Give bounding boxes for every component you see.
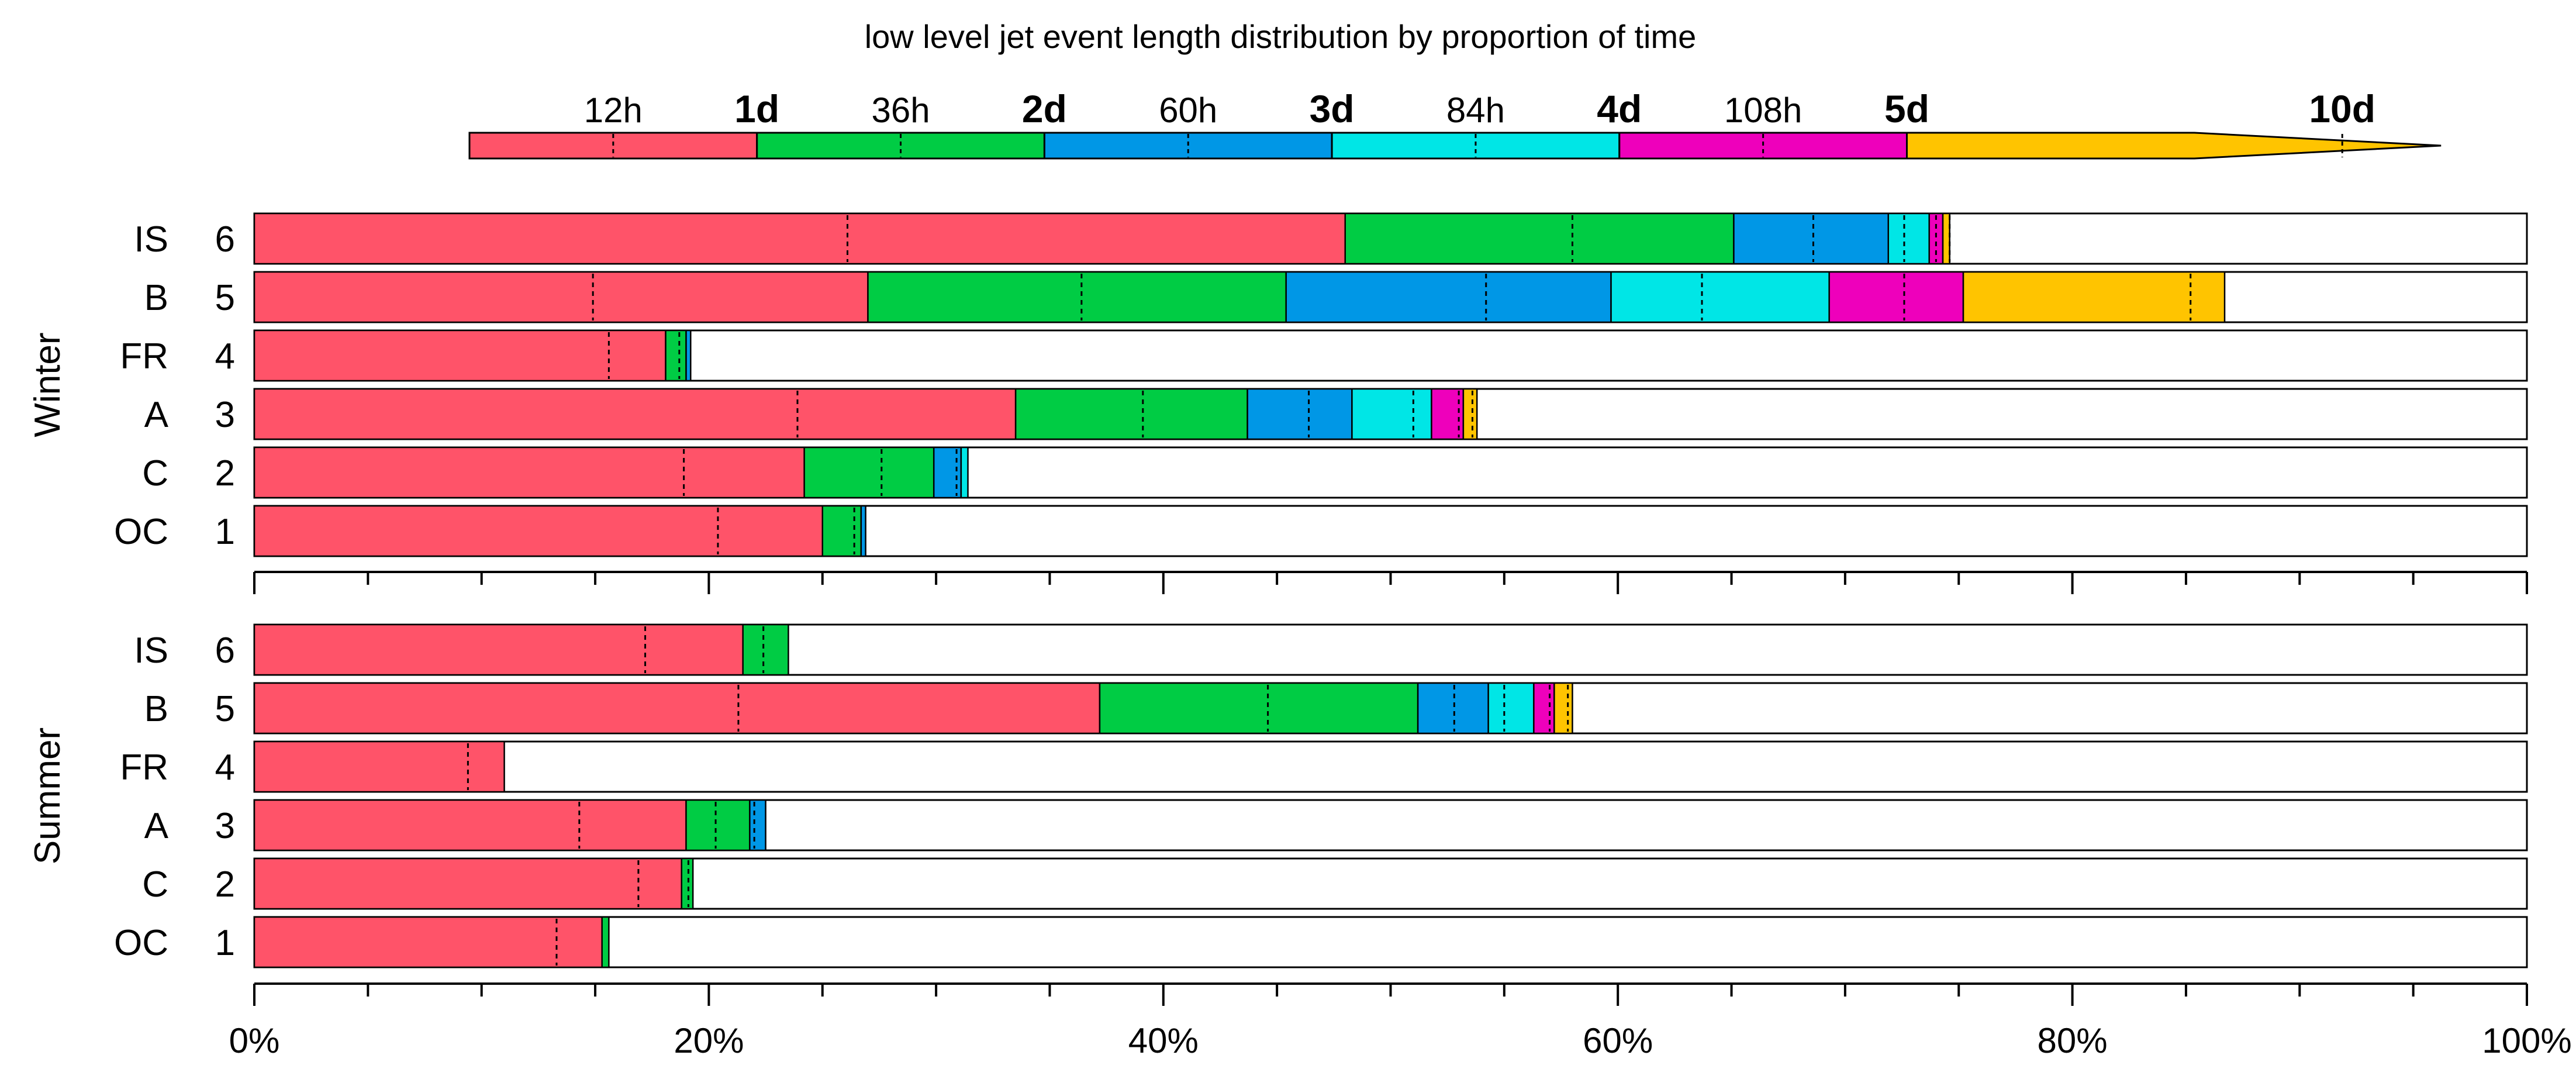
bar-segment (1462, 388, 1478, 440)
bar-segment (803, 446, 935, 499)
bar-segment (1351, 388, 1432, 440)
bar-segment (685, 329, 692, 382)
legend-label: 60h (1159, 91, 1217, 130)
x-axis: 0% 20% 40% 60% 80% 100% (229, 571, 2572, 1060)
bar-outline (253, 740, 2528, 793)
region-label: OC (114, 512, 168, 552)
legend-label: 2d (1022, 87, 1067, 130)
rank-label: 6 (215, 219, 235, 260)
legend-label: 36h (871, 91, 930, 130)
bar-segment (253, 446, 805, 499)
bar-segment (1431, 388, 1465, 440)
bar-segment (933, 446, 962, 499)
bar-segment (1014, 388, 1248, 440)
legend: 12h 1d 36h 2d 60h 3d 84h 4d 108h 5d 10d (468, 87, 2442, 160)
bar-outline (253, 916, 2528, 968)
bar-segment (1285, 271, 1612, 323)
x-tick-label: 80% (2038, 1021, 2108, 1060)
bar-segment (253, 799, 687, 851)
bar-segment (1610, 271, 1830, 323)
bar-segment (1344, 212, 1735, 265)
bar-segment (1928, 212, 1944, 265)
bar-segment (821, 505, 862, 557)
region-label: IS (134, 219, 168, 260)
bar-segment (685, 799, 751, 851)
region-label: C (142, 453, 168, 494)
rank-label: 5 (215, 278, 235, 318)
legend-swatch (1906, 132, 2442, 160)
bar-segment (1553, 682, 1573, 735)
legend-label: 84h (1446, 91, 1505, 130)
bar-segment (1246, 388, 1353, 440)
bar-segment (742, 623, 789, 676)
bar-segment (1417, 682, 1489, 735)
region-label: A (144, 806, 169, 846)
legend-label: 5d (1884, 87, 1929, 130)
bar-segment (1828, 271, 1964, 323)
bar-segment (1487, 682, 1535, 735)
region-label: A (144, 395, 169, 435)
x-tick-label: 0% (229, 1021, 280, 1060)
legend-label: 10d (2309, 87, 2375, 130)
legend-label: 108h (1724, 91, 1802, 130)
region-label: C (142, 864, 168, 905)
bar-segment (960, 446, 969, 499)
region-label: B (144, 689, 168, 729)
rank-label: 1 (215, 512, 235, 552)
rank-label: 2 (215, 453, 235, 494)
rank-label: 1 (215, 923, 235, 963)
bar-segment (749, 799, 766, 851)
bar-segment (1099, 682, 1419, 735)
bar-segment (1887, 212, 1930, 265)
bar-segment (1942, 212, 1950, 265)
bar-segment (1733, 212, 1890, 265)
bar-segment (601, 916, 610, 968)
bar-segment (253, 740, 505, 793)
region-label: FR (120, 336, 168, 377)
bar-segment (1533, 682, 1555, 735)
bar-segment (867, 271, 1287, 323)
bar-segment (860, 505, 866, 557)
chart-title: low level jet event length distribution … (865, 18, 1697, 55)
rank-label: 4 (215, 336, 235, 377)
x-tick-label: 20% (674, 1021, 744, 1060)
bar-segment (681, 857, 694, 910)
bar-segment (253, 271, 869, 323)
bar-segment (253, 916, 603, 968)
rank-label: 2 (215, 864, 235, 905)
rank-label: 4 (215, 747, 235, 788)
legend-label: 3d (1310, 87, 1355, 130)
bar-segment (253, 623, 744, 676)
bar-segment (253, 857, 683, 910)
bar-segment (253, 212, 1346, 265)
region-label: IS (134, 630, 168, 671)
rank-label: 3 (215, 395, 235, 435)
bar-segment (253, 329, 667, 382)
bar-segment (253, 505, 823, 557)
x-tick-label: 60% (1583, 1021, 1653, 1060)
rank-label: 3 (215, 806, 235, 846)
legend-label: 1d (734, 87, 779, 130)
bar-segment (253, 682, 1101, 735)
panel-label-winter: Winter (27, 332, 68, 437)
rank-label: 6 (215, 630, 235, 671)
bars: Winter IS 6 B 5 FR 4 A 3 C 2 OC 1 Summer IS 6 B 5 FR 4 A 3 C 2 O… (27, 212, 2528, 968)
x-tick-label: 100% (2482, 1021, 2571, 1060)
legend-label: 12h (584, 91, 643, 130)
panel-label-summer: Summer (27, 728, 68, 864)
bar-segment (253, 388, 1017, 440)
bar-segment (1962, 271, 2226, 323)
x-tick-label: 40% (1128, 1021, 1199, 1060)
region-label: FR (120, 747, 168, 788)
legend-label: 4d (1597, 87, 1642, 130)
bar-segment (665, 329, 687, 382)
region-label: B (144, 278, 168, 318)
region-label: OC (114, 923, 168, 963)
rank-label: 5 (215, 689, 235, 729)
